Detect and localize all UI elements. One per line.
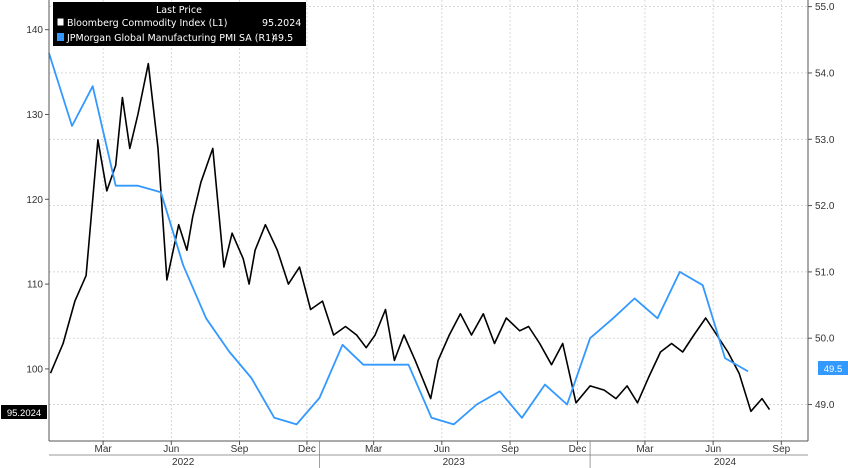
legend-swatch-pmi	[57, 33, 64, 41]
x-axis-month-label: Jun	[163, 444, 179, 455]
legend-background	[53, 2, 306, 46]
legend-label-pmi: JPMorgan Global Manufacturing PMI SA (R1…	[66, 33, 275, 44]
right-axis-tick-label: 55.0	[815, 2, 835, 13]
left-axis-tick-label: 120	[26, 195, 43, 206]
x-axis-year-label: 2024	[714, 457, 737, 468]
legend-title: Last Price	[156, 5, 202, 16]
series-line-pmi	[48, 52, 749, 426]
right-axis-tick-label: 51.0	[815, 267, 835, 278]
legend: Last Price Bloomberg Commodity Index (L1…	[53, 2, 306, 46]
x-axis-month-label: Sep	[231, 444, 249, 455]
legend-value-commodity: 95.2024	[262, 18, 301, 29]
x-axis-month-label: Mar	[94, 444, 112, 455]
x-axis-month-label: Dec	[569, 444, 587, 455]
x-axis-month-label: Dec	[298, 444, 316, 455]
last-value-tag-pmi-bg	[818, 361, 848, 375]
x-axis-month-label: Mar	[365, 444, 383, 455]
grid-lines	[49, 0, 808, 441]
x-axis-month-label: Sep	[772, 444, 790, 455]
legend-value-pmi: 49.5	[272, 33, 293, 44]
x-axis-month-label: Jun	[434, 444, 450, 455]
axes: 100 110 120 130 140 49.0 50.0 51.0 52.0 53.0 54.0 5…	[26, 0, 835, 468]
left-axis-tick-label: 140	[26, 25, 43, 36]
x-axis-year-label: 2023	[443, 457, 466, 468]
last-value-tag-pmi: 49.5	[824, 364, 843, 375]
legend-swatch-commodity	[56, 17, 65, 27]
legend-label-commodity: Bloomberg Commodity Index (L1)	[67, 18, 227, 29]
x-axis-year-label: 2022	[172, 457, 195, 468]
right-axis-tick-label: 50.0	[815, 334, 835, 345]
series-layer	[48, 52, 771, 426]
right-axis-tick-label: 54.0	[815, 68, 835, 79]
left-axis-tick-label: 130	[26, 110, 43, 121]
x-axis-month-label: Jun	[705, 444, 721, 455]
right-axis-tick-label: 53.0	[815, 135, 835, 146]
last-value-tag-commodity-bg	[1, 405, 47, 419]
x-axis-month-label: Sep	[501, 444, 519, 455]
right-axis-tick-label: 49.0	[815, 400, 835, 411]
left-axis-tick-label: 100	[26, 364, 43, 375]
right-axis-tick-label: 52.0	[815, 201, 835, 212]
last-value-tag-commodity: 95.2024	[7, 408, 41, 419]
left-axis-tick-label: 110	[27, 280, 43, 291]
x-axis-month-label: Mar	[636, 444, 654, 455]
last-value-tags: 95.2024 49.5	[1, 361, 848, 419]
